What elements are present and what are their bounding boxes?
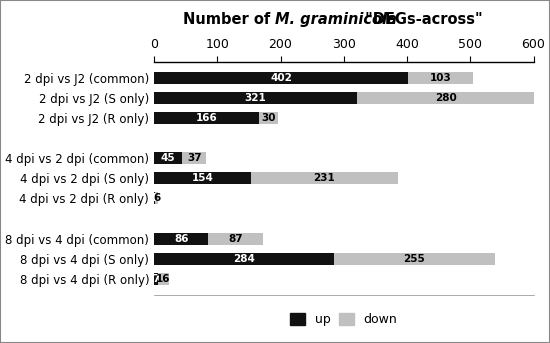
Bar xyxy=(154,233,208,245)
Bar xyxy=(408,72,474,84)
Bar xyxy=(357,92,534,104)
Bar xyxy=(259,112,278,124)
Text: 1: 1 xyxy=(151,193,158,203)
Text: M. graminicola: M. graminicola xyxy=(275,12,397,27)
Text: 321: 321 xyxy=(245,93,266,103)
Text: 7: 7 xyxy=(152,274,160,284)
Bar xyxy=(154,72,408,84)
Text: 86: 86 xyxy=(174,234,189,244)
Text: 87: 87 xyxy=(229,234,243,244)
Bar xyxy=(154,253,334,265)
Text: 16: 16 xyxy=(156,274,170,284)
Text: 402: 402 xyxy=(270,73,292,83)
Bar xyxy=(154,172,251,185)
Bar xyxy=(251,172,398,185)
Bar xyxy=(334,253,495,265)
Legend: up, down: up, down xyxy=(290,313,397,326)
Bar xyxy=(154,92,357,104)
Bar xyxy=(154,273,158,285)
Text: Number of: Number of xyxy=(183,12,275,27)
Text: "DEGs-across": "DEGs-across" xyxy=(360,12,483,27)
Bar xyxy=(208,233,263,245)
Text: 37: 37 xyxy=(187,153,201,163)
Text: 103: 103 xyxy=(430,73,452,83)
Text: 280: 280 xyxy=(434,93,456,103)
Bar xyxy=(154,152,183,164)
Text: 154: 154 xyxy=(192,173,213,184)
Bar xyxy=(154,112,259,124)
Bar xyxy=(155,192,158,204)
Text: 6: 6 xyxy=(153,193,160,203)
Text: 231: 231 xyxy=(314,173,336,184)
Bar xyxy=(158,273,168,285)
Bar xyxy=(154,192,155,204)
Text: 284: 284 xyxy=(233,254,255,264)
Text: 30: 30 xyxy=(261,113,276,123)
Text: 166: 166 xyxy=(196,113,217,123)
Bar xyxy=(183,152,206,164)
Text: 255: 255 xyxy=(403,254,425,264)
Text: 45: 45 xyxy=(161,153,175,163)
